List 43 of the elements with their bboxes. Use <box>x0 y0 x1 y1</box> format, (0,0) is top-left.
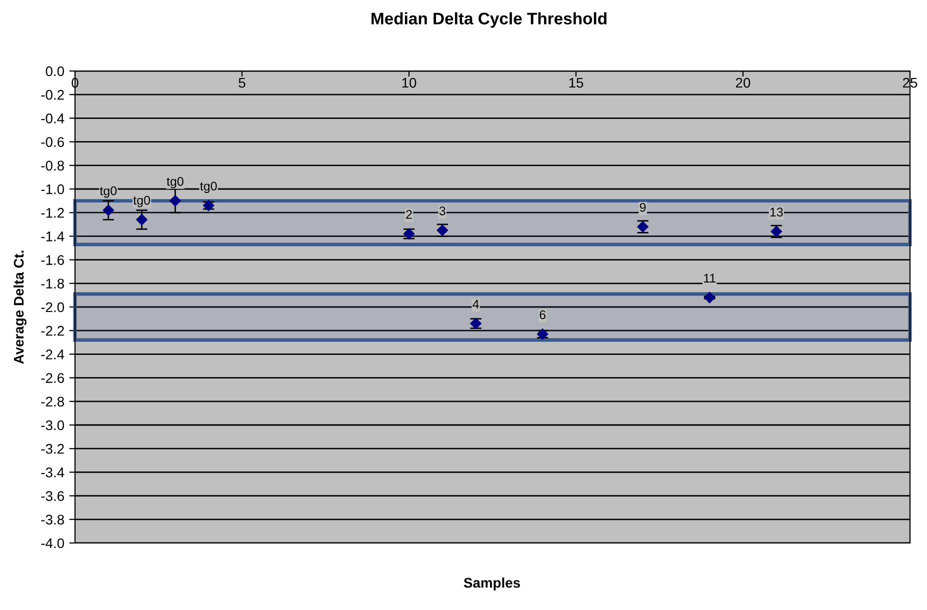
point <box>170 195 181 206</box>
y-tick-label: -3.0 <box>41 420 64 430</box>
chart-title: Median Delta Cycle Threshold <box>372 12 606 28</box>
annotation: tg0 <box>166 176 184 188</box>
point <box>136 214 148 226</box>
annotation: 9 <box>640 202 646 212</box>
y-tick-label: 0.0 <box>46 66 64 76</box>
y-axis-title: Average Delta Ct. <box>13 250 27 364</box>
y-tick-label: -2.0 <box>41 302 64 312</box>
y-tick-label: -1.0 <box>41 184 64 194</box>
point <box>704 292 716 304</box>
y-tick-label: -0.4 <box>41 114 64 124</box>
y-tick-label: -1.2 <box>41 208 64 218</box>
y-tick-label: -2.4 <box>41 350 64 360</box>
y-tick-label: -2.8 <box>41 396 64 407</box>
y-tick-label: -2.2 <box>41 326 64 336</box>
y-tick-label: -2.6 <box>41 373 64 383</box>
x-tick-label: 10 <box>402 78 416 88</box>
y-tick-label: -3.4 <box>41 468 64 478</box>
annotation: tg0 <box>133 196 150 208</box>
y-tick-label: -0.2 <box>41 90 64 100</box>
y-tick-label: -1.4 <box>41 232 64 242</box>
annotation: tg0 <box>200 182 217 194</box>
annotation: 6 <box>540 310 546 320</box>
y-tick-label: -0.6 <box>41 137 64 147</box>
y-tick-label: -3.6 <box>41 491 64 501</box>
annotation: tg0 <box>100 186 117 198</box>
annotation: 11 <box>704 274 716 282</box>
x-tick-label: 20 <box>736 78 750 88</box>
y-tick-label: -1.8 <box>41 278 64 289</box>
x-axis-title: Samples <box>464 578 520 590</box>
annotation: 4 <box>472 300 479 308</box>
annotation: 3 <box>439 206 446 216</box>
point <box>102 204 114 216</box>
annotation: 13 <box>770 208 783 217</box>
annotation: 2 <box>406 210 412 219</box>
y-tick-label: -1.6 <box>41 255 64 265</box>
y-tick-label: -4.0 <box>41 538 64 548</box>
x-tick-label: 5 <box>238 78 246 88</box>
x-tick-label: 15 <box>569 78 584 88</box>
y-tick-label: -3.2 <box>41 444 64 454</box>
y-tick-label: -3.8 <box>41 514 64 525</box>
y-tick-label: -0.8 <box>41 160 64 171</box>
